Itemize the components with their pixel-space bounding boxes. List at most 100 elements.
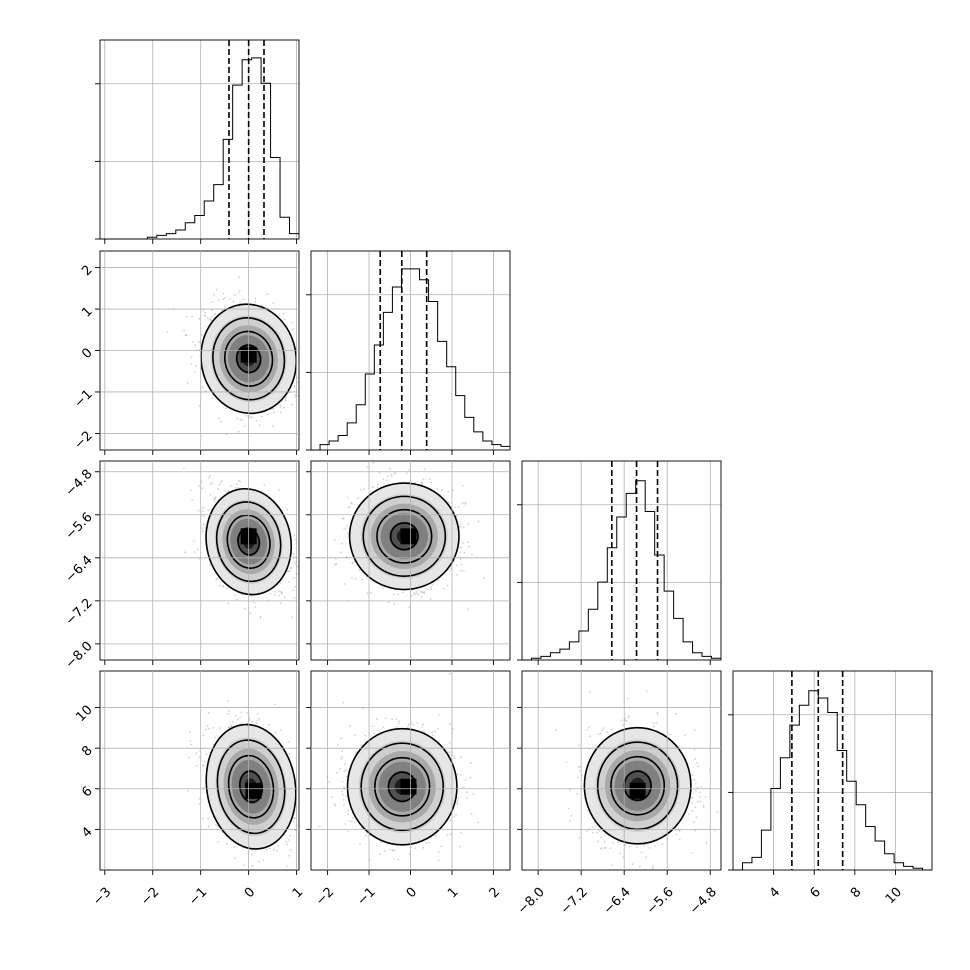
sample-point [322,802,324,804]
sample-point [246,712,249,714]
sample-points [554,690,719,870]
panel-grid [733,671,932,870]
sample-point [600,847,603,849]
sample-point [627,716,629,719]
sample-point [421,730,424,732]
sample-point [334,557,337,560]
sample-point [693,748,696,751]
sample-point [300,811,302,813]
sample-point [239,480,242,483]
sample-point [347,809,349,812]
y-tick-label: −4.8 [63,467,96,500]
scatter-panel [310,670,511,871]
sample-points [166,276,314,436]
sample-point [287,570,290,573]
sample-point [302,611,304,613]
sample-point [200,515,203,518]
sample-point [591,826,594,829]
tick-marks [95,83,298,244]
sample-point [351,562,354,565]
sample-point [696,800,699,803]
sample-point [256,712,259,715]
sample-point [351,817,354,819]
sample-point [358,569,361,572]
contour-line [212,317,286,401]
sample-point [350,501,353,504]
sample-point [336,772,339,774]
sample-point [695,816,698,819]
sample-point [420,591,423,594]
sample-point [302,571,304,573]
sample-point [448,751,451,753]
sample-point [596,831,599,834]
sample-point [391,849,394,852]
sample-point [293,576,296,579]
sample-point [640,851,643,854]
sample-point [300,357,302,359]
sample-point [209,475,211,477]
sample-point [351,820,353,823]
sample-point [294,585,297,588]
sample-point [207,817,209,820]
sample-point [421,726,424,728]
sample-point [461,502,464,505]
sample-point [227,710,230,713]
y-tick-label: 2 [79,263,95,279]
sample-point [429,597,432,600]
sample-point [346,830,349,833]
sample-point [207,476,210,479]
sample-point [371,486,374,489]
sample-point [334,804,337,807]
contour-line [362,495,447,578]
scatter-panel [521,670,722,871]
tick-marks [306,707,494,875]
sample-point [231,721,234,723]
sample-point [195,364,198,367]
sample-point [341,756,344,759]
sample-point [699,795,702,798]
sample-point [577,765,580,768]
sample-point [448,672,451,675]
sample-point [236,417,239,420]
sample-point [215,578,217,581]
sample-point [462,786,465,789]
sample-point [243,607,246,610]
sample-point [268,723,271,726]
sample-points [318,672,479,862]
sample-point [700,785,703,788]
sample-point [312,386,314,388]
sample-point [600,836,602,839]
sample-point [463,551,466,554]
sample-point [347,813,350,815]
sample-point [250,595,253,598]
sample-point [243,875,245,877]
sample-point [342,804,345,807]
scatter-frame [99,670,300,871]
panel-grid [311,671,510,870]
sample-point [470,813,473,815]
sample-point [187,789,190,792]
sample-point [197,341,200,344]
sample-point [185,334,188,336]
sample-point [385,479,388,482]
sample-point [274,590,277,593]
sample-point [294,394,296,396]
sample-point [203,314,206,317]
contour-line [227,754,275,819]
sample-point [212,726,215,729]
sample-point [578,836,581,839]
sample-point [617,841,619,844]
sample-point [359,843,361,846]
sample-point [306,392,308,394]
sample-point [222,585,225,588]
sample-point [379,729,381,732]
sample-point [398,720,401,723]
sample-point [447,490,450,493]
sample-point [342,701,345,704]
sample-point [345,555,348,558]
x-tick-label: −1 [355,885,379,909]
sample-point [340,757,342,760]
sample-point [237,291,240,294]
sample-point [476,821,479,824]
y-tick-label: 4 [79,824,95,840]
